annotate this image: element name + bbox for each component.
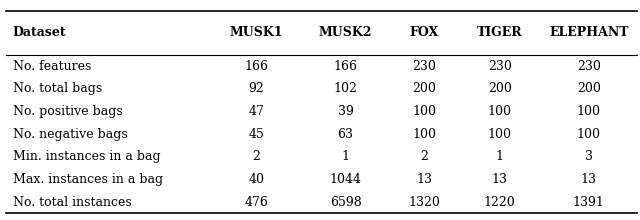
Text: ELEPHANT: ELEPHANT [549, 26, 628, 40]
Text: 13: 13 [492, 173, 508, 186]
Text: 166: 166 [333, 60, 358, 73]
Text: 200: 200 [412, 82, 436, 95]
Text: No. total bags: No. total bags [13, 82, 102, 95]
Text: TIGER: TIGER [477, 26, 523, 40]
Text: No. features: No. features [13, 60, 91, 73]
Text: 13: 13 [581, 173, 597, 186]
Text: 13: 13 [417, 173, 433, 186]
Text: 39: 39 [338, 105, 353, 118]
Text: 230: 230 [412, 60, 436, 73]
Text: No. total instances: No. total instances [13, 196, 132, 209]
Text: 1044: 1044 [330, 173, 362, 186]
Text: 2: 2 [420, 150, 428, 163]
Text: 47: 47 [248, 105, 264, 118]
Text: 63: 63 [337, 128, 353, 141]
Text: No. negative bags: No. negative bags [13, 128, 127, 141]
Text: 200: 200 [577, 82, 601, 95]
Text: 1320: 1320 [408, 196, 440, 209]
Text: 100: 100 [488, 105, 512, 118]
Text: FOX: FOX [410, 26, 439, 40]
Text: 1391: 1391 [573, 196, 605, 209]
Text: 100: 100 [412, 105, 436, 118]
Text: 1: 1 [342, 150, 349, 163]
Text: 1220: 1220 [484, 196, 516, 209]
Text: Dataset: Dataset [13, 26, 67, 40]
Text: 476: 476 [244, 196, 268, 209]
Text: 45: 45 [248, 128, 264, 141]
Text: 6598: 6598 [330, 196, 362, 209]
Text: 3: 3 [585, 150, 593, 163]
Text: 2: 2 [253, 150, 260, 163]
Text: 166: 166 [244, 60, 269, 73]
Text: 100: 100 [412, 128, 436, 141]
Text: 100: 100 [488, 128, 512, 141]
Text: No. positive bags: No. positive bags [13, 105, 122, 118]
Text: MUSK1: MUSK1 [230, 26, 284, 40]
Text: 92: 92 [248, 82, 264, 95]
Text: 200: 200 [488, 82, 512, 95]
Text: 40: 40 [248, 173, 264, 186]
Text: 102: 102 [333, 82, 358, 95]
Text: 100: 100 [577, 105, 601, 118]
Text: Min. instances in a bag: Min. instances in a bag [13, 150, 161, 163]
Text: 100: 100 [577, 128, 601, 141]
Text: 1: 1 [496, 150, 504, 163]
Text: 230: 230 [488, 60, 512, 73]
Text: Max. instances in a bag: Max. instances in a bag [13, 173, 163, 186]
Text: 230: 230 [577, 60, 601, 73]
Text: MUSK2: MUSK2 [319, 26, 372, 40]
